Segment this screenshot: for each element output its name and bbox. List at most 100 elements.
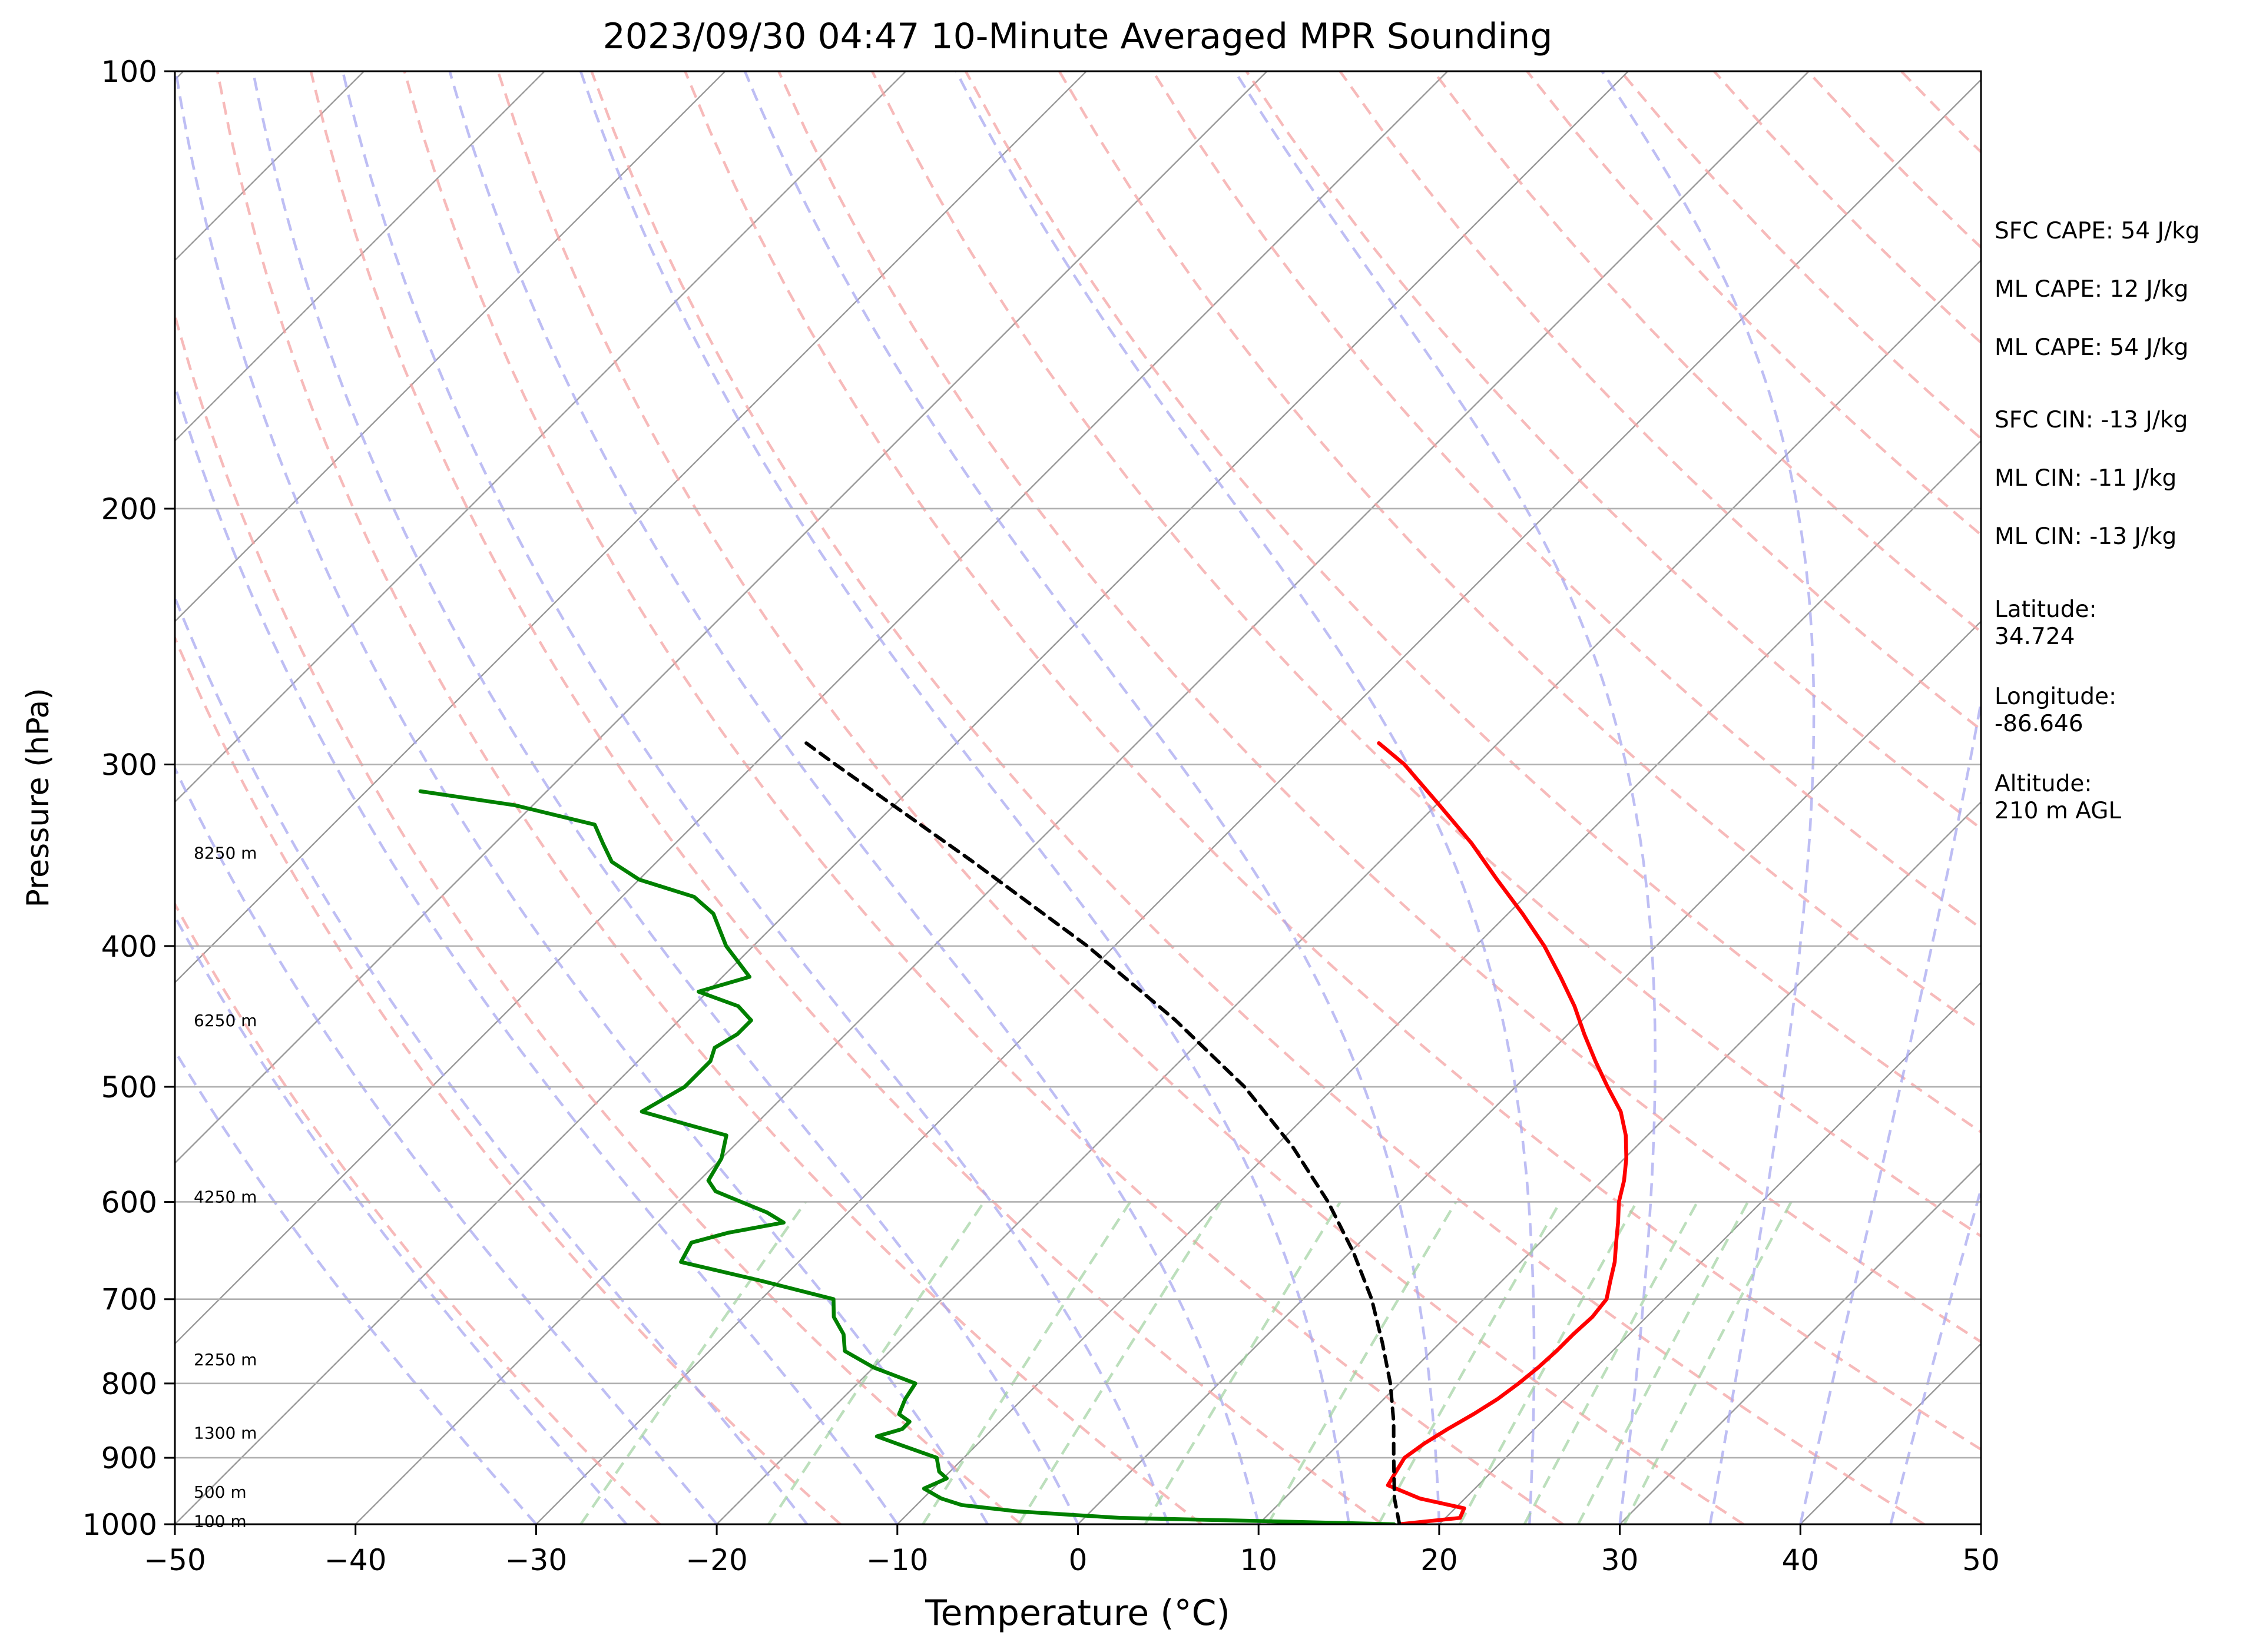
temperature-line [1377,741,1628,1524]
isotherm-line [1619,1162,1981,1524]
height-label: 6250 m [194,1011,257,1030]
x-axis-label: Temperature (°C) [925,1593,1230,1634]
mixing-ratio-line [579,1201,807,1524]
moist-adiabat-line [175,765,718,1524]
stat-ml-cin-1: ML CIN: -11 J/kg [1995,465,2177,492]
y-tick-label: 600 [101,1185,157,1219]
dry-adiabat-line [1339,71,1981,732]
dry-adiabat-line [1245,71,1981,831]
latitude-label: Latitude: [1995,596,2097,623]
moist-adiabat-line [175,381,899,1524]
x-tick-label: 0 [1069,1543,1088,1577]
isotherm-line [175,71,726,623]
height-label: 100 m [194,1512,247,1531]
y-axis-label: Pressure (hPa) [21,688,56,908]
dry-adiabat-line [403,71,1564,1524]
mixing-ratio-line [1623,1201,1793,1524]
moist-adiabat-line [175,594,809,1524]
dry-adiabat-line [1151,71,1981,930]
mixing-ratio-line [767,1201,985,1524]
moist-adiabat-line [175,1049,538,1524]
y-tick-label: 500 [101,1070,157,1104]
moist-adiabat-line [579,71,1350,1524]
dry-adiabat-line [590,71,1925,1524]
y-tick-label: 800 [101,1367,157,1401]
height-label: 500 m [194,1482,247,1502]
isotherm-line [175,71,1449,1345]
x-tick-label: −20 [685,1543,748,1577]
y-tick-label: 1000 [82,1508,157,1542]
moist-adiabat-line [955,71,1536,1524]
moist-adiabat-line [1799,695,1981,1524]
altitude-label: Altitude: [1995,771,2092,797]
mixing-ratio-line [1377,1201,1562,1524]
plot-frame [174,70,1982,1525]
isotherm-line [1439,981,1981,1524]
dry-adiabat-line [871,71,1981,1238]
moist-adiabat-line [1601,71,1816,1524]
mixing-ratio-line [1017,1201,1222,1524]
stat-ml-cin-2: ML CIN: -13 J/kg [1995,523,2177,550]
moist-adiabat-line [743,71,1441,1524]
isotherm-line [0,71,3,1524]
dewpoint-line [418,789,1396,1524]
parcel-line [804,741,1402,1524]
stat-ml-cape-2: ML CAPE: 54 J/kg [1995,334,2189,361]
dry-adiabat-line [684,71,1981,1451]
longitude-label: Longitude: [1995,684,2117,710]
isotherm-line [716,259,1981,1524]
y-tick-label: 900 [101,1441,157,1475]
isotherm-line [175,71,1087,984]
x-tick-label: 20 [1420,1543,1458,1577]
mixing-ratio-line [1266,1201,1457,1524]
moist-adiabat-line [448,71,1260,1524]
stat-sfc-cin: SFC CIN: -13 J/kg [1995,407,2188,433]
isotherm-line [1077,620,1981,1524]
dry-adiabat-line [309,71,1383,1524]
isotherm-line [1258,801,1981,1524]
x-tick-label: −40 [324,1543,387,1577]
x-tick-label: 10 [1240,1543,1277,1577]
isotherm-line [355,71,1810,1524]
y-tick-label: 400 [101,930,157,964]
moist-adiabat-line [1234,71,1657,1524]
isotherm-line [175,71,1268,1165]
height-label: 1300 m [194,1424,257,1443]
height-label: 2250 m [194,1350,257,1369]
stat-ml-cape-1: ML CAPE: 12 J/kg [1995,276,2189,303]
moist-adiabat-line [175,71,989,1524]
dry-adiabat-line [175,901,661,1524]
moist-adiabat-line [341,71,1170,1524]
isotherm-line [535,78,1981,1524]
stat-sfc-cape: SFC CAPE: 54 J/kg [1995,218,2200,244]
isotherm-line [896,440,1981,1524]
height-label: 8250 m [194,843,257,863]
moist-adiabat-line [251,71,1079,1524]
y-tick-label: 300 [101,748,157,782]
altitude-value: 210 m AGL [1995,798,2122,824]
longitude-value: -86.646 [1995,711,2083,737]
y-tick-label: 200 [101,492,157,526]
dry-adiabat-line [964,71,1981,1134]
mixing-ratio-line [1459,1201,1638,1524]
x-tick-label: 50 [1962,1543,2000,1577]
mixing-ratio-line [1576,1201,1750,1524]
x-tick-label: −50 [144,1543,206,1577]
x-tick-label: −30 [505,1543,568,1577]
isotherm-line [175,71,545,442]
dry-adiabat-line [175,634,842,1524]
mixing-ratio-line [1523,1201,1699,1524]
x-tick-label: −10 [866,1543,929,1577]
dry-adiabat-line [216,71,1202,1524]
height-label: 4250 m [194,1187,257,1207]
dry-adiabat-line [175,310,1022,1524]
dry-adiabat-line [496,71,1744,1524]
isotherm-line [175,71,907,803]
latitude-value: 34.724 [1995,623,2075,650]
chart-title: 2023/09/30 04:47 10-Minute Averaged MPR … [603,16,1553,57]
x-tick-label: 30 [1601,1543,1639,1577]
moist-adiabat-line [175,914,628,1524]
moist-adiabat-line [1889,1185,1981,1524]
mixing-ratio-line [1144,1201,1341,1524]
